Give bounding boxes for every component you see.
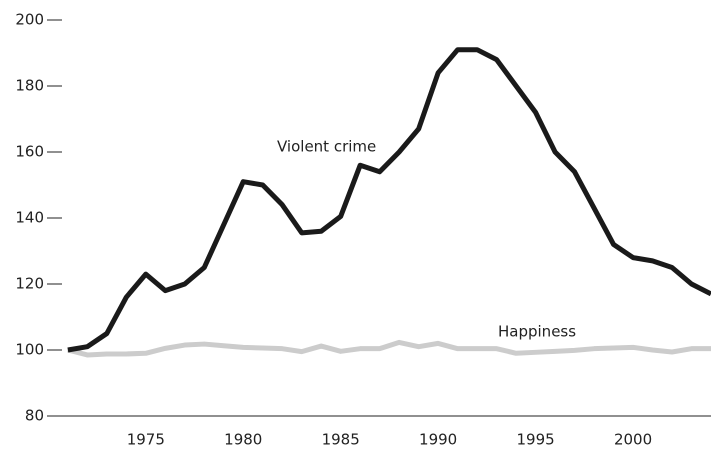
y-tick-label: 200 <box>15 11 44 29</box>
x-tick-label: 1975 <box>127 431 165 449</box>
y-tick-label: 80 <box>25 407 44 425</box>
x-tick-label: 1985 <box>322 431 360 449</box>
y-tick-label: 180 <box>15 77 44 95</box>
data-line <box>67 47 711 353</box>
x-tick-label: 2000 <box>614 431 652 449</box>
y-tick-label: 100 <box>15 341 44 359</box>
y-tick-label: 120 <box>15 275 44 293</box>
series-label: Violent crime <box>277 138 376 156</box>
x-tick-label: 1980 <box>224 431 262 449</box>
x-tick-label: 1990 <box>419 431 457 449</box>
data-line <box>67 339 711 358</box>
series-label: Happiness <box>498 323 576 341</box>
y-tick-label: 140 <box>15 209 44 227</box>
y-tick-label: 160 <box>15 143 44 161</box>
x-tick-label: 1995 <box>517 431 555 449</box>
